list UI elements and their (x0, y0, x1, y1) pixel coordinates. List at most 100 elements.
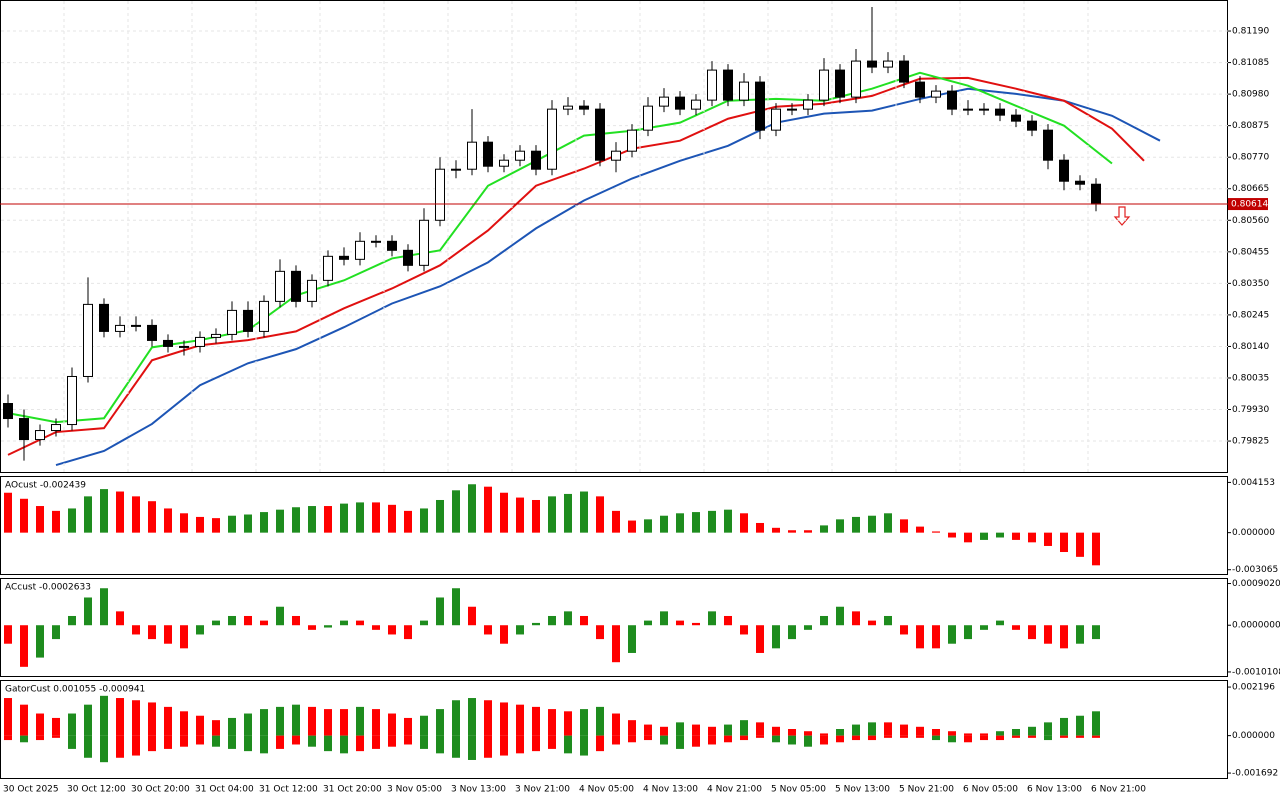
histogram-bar (164, 735, 172, 749)
moving-average-line (7, 71, 1113, 424)
histogram-bar (788, 735, 796, 745)
candle-body (115, 324, 125, 332)
histogram-bar (340, 735, 348, 754)
histogram-bar (20, 735, 28, 743)
histogram-bar (564, 735, 572, 754)
histogram-bar (324, 709, 332, 736)
histogram-bar (164, 706, 172, 736)
candle-body (963, 108, 973, 111)
histogram-bar (740, 735, 748, 741)
histogram-bar (1028, 532, 1036, 543)
histogram-bar (420, 620, 428, 626)
histogram-bar (452, 735, 460, 758)
histogram-bar (964, 532, 972, 543)
histogram-bar (132, 700, 140, 736)
histogram-bar (68, 713, 76, 736)
histogram-bar (628, 520, 636, 533)
histogram-bar (1044, 735, 1052, 741)
gator-panel-frame (0, 680, 1228, 779)
histogram-bar (212, 518, 220, 533)
x-tick-label: 30 Oct 20:00 (131, 785, 190, 795)
histogram-bar (244, 735, 252, 752)
histogram-bar (724, 509, 732, 533)
histogram-bar (1028, 735, 1036, 738)
histogram-bar (644, 724, 652, 736)
x-tick-label: 4 Nov 13:00 (643, 785, 698, 795)
candle-body (691, 99, 701, 110)
histogram-bar (852, 516, 860, 533)
candle-body (147, 324, 157, 341)
candle-body (851, 60, 861, 98)
x-tick-label: 31 Oct 12:00 (259, 785, 318, 795)
y-tick-label: 0.000000 (1232, 731, 1275, 741)
histogram-bar (84, 496, 92, 533)
histogram-bar (948, 731, 956, 736)
histogram-bar (1060, 735, 1068, 738)
histogram-bar (724, 615, 732, 626)
histogram-bar (692, 724, 700, 736)
histogram-bar (612, 713, 620, 736)
histogram-bar (356, 735, 364, 752)
panel-title: ACcust -0.0002633 (5, 583, 91, 593)
candle-body (451, 168, 461, 171)
candle-body (595, 108, 605, 161)
histogram-bar (676, 722, 684, 736)
histogram-bar (1012, 625, 1020, 630)
histogram-bar (132, 735, 140, 756)
histogram-bar (900, 724, 908, 736)
x-tick-label: 5 Nov 13:00 (835, 785, 890, 795)
histogram-bar (836, 735, 844, 743)
candle-body (1027, 120, 1037, 131)
histogram-bar (244, 713, 252, 736)
histogram-bar (260, 709, 268, 736)
histogram-bar (388, 625, 396, 635)
histogram-bar (20, 625, 28, 667)
candle-body (803, 99, 813, 110)
histogram-bar (644, 519, 652, 533)
histogram-bar (1012, 532, 1020, 540)
y-tick-label: 0.0000000 (1232, 621, 1280, 631)
candle-body (323, 255, 333, 281)
histogram-bar (996, 532, 1004, 538)
histogram-bar (532, 706, 540, 736)
histogram-bar (388, 735, 396, 747)
histogram-bar (788, 530, 796, 533)
histogram-bar (788, 625, 796, 640)
histogram-bar (628, 625, 636, 653)
candle-body (275, 270, 285, 302)
histogram-bar (900, 625, 908, 635)
histogram-bar (596, 496, 604, 533)
histogram-bar (996, 620, 1004, 626)
histogram-bar (884, 615, 892, 626)
histogram-bar (340, 709, 348, 736)
histogram-bar (116, 698, 124, 736)
histogram-bar (404, 625, 412, 640)
candle-body (179, 345, 189, 348)
histogram-bar (548, 496, 556, 533)
ac-panel-frame (0, 578, 1228, 677)
histogram-bar (4, 698, 12, 736)
histogram-bar (276, 509, 284, 533)
histogram-bar (964, 733, 972, 736)
x-tick-label: 3 Nov 21:00 (515, 785, 570, 795)
histogram-bar (516, 625, 524, 635)
histogram-bar (964, 735, 972, 743)
histogram-bar (468, 735, 476, 760)
histogram-bar (692, 622, 700, 626)
histogram-bar (1076, 735, 1084, 738)
histogram-bar (756, 625, 764, 653)
histogram-bar (468, 698, 476, 736)
histogram-bar (308, 706, 316, 736)
histogram-bar (36, 735, 44, 741)
x-tick-label: 6 Nov 13:00 (1027, 785, 1082, 795)
x-tick-label: 4 Nov 21:00 (707, 785, 762, 795)
histogram-bar (820, 735, 828, 745)
x-tick-label: 30 Oct 2025 (3, 785, 59, 795)
histogram-bar (1060, 532, 1068, 553)
histogram-bar (1044, 722, 1052, 736)
histogram-bar (644, 735, 652, 741)
histogram-bar (164, 625, 172, 644)
candle-body (339, 255, 349, 260)
histogram-bar (468, 606, 476, 626)
